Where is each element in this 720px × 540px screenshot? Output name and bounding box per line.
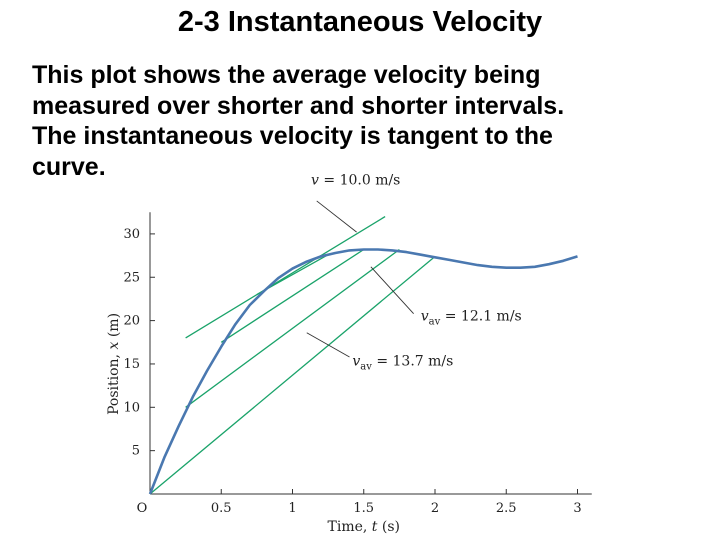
y-tick-label: 30: [123, 227, 140, 242]
annotation-value: = 10.0 m/s: [319, 172, 400, 188]
x-axis-title-unit: (s): [377, 519, 400, 535]
position-curve: [148, 248, 578, 495]
x-tick-label: 1: [288, 501, 296, 516]
x-tick-label: 0.5: [211, 501, 232, 516]
annotation-subscript: av: [429, 317, 441, 328]
annotation-label-1: v = 10.0 m/s: [311, 172, 400, 188]
annotation-var: v: [421, 309, 429, 325]
x-tick-label: 2.5: [496, 501, 517, 516]
annotation-subscript: av: [360, 362, 372, 373]
y-tick-label: 25: [123, 270, 140, 285]
annotation-value: = 12.1 m/s: [440, 309, 521, 325]
body-line-1: This plot shows the average velocity bei…: [32, 61, 541, 89]
annotation-pointer-3: [306, 332, 350, 358]
slide-body: This plot shows the average velocity bei…: [32, 60, 672, 182]
x-tick-label: 3: [573, 501, 581, 516]
tangent-line: [185, 216, 386, 339]
y-tick-label: 15: [123, 357, 140, 372]
x-tick-label: 1.5: [353, 501, 374, 516]
annotation-value: = 13.7 m/s: [372, 354, 453, 370]
y-axis-title-var: x: [106, 342, 122, 350]
body-line-2: measured over shorter and shorter interv…: [32, 91, 565, 120]
annotation-pointer-1: [316, 200, 357, 233]
y-tick-label: 10: [123, 400, 140, 415]
y-tick-label: 5: [132, 444, 140, 459]
y-axis-title: Position, x (m): [106, 313, 122, 415]
secant-line-1: [149, 255, 436, 495]
annotation-label-2: vav = 12.1 m/s: [421, 309, 522, 328]
body-line-3: The instantaneous velocity is tangent to…: [32, 122, 553, 150]
secant-line-2: [185, 248, 400, 408]
x-axis-title-prefix: Time,: [328, 519, 372, 535]
y-axis-title-prefix: Position,: [106, 350, 122, 415]
secant-line-3: [220, 248, 365, 343]
body-line-4: curve.: [32, 152, 106, 181]
annotation-label-3: vav = 13.7 m/s: [352, 354, 453, 373]
annotation-var: v: [311, 172, 319, 188]
y-tick-label: 20: [123, 314, 140, 329]
x-axis-title: Time, t (s): [328, 519, 400, 535]
annotation-var: v: [352, 354, 360, 370]
annotation-pointer-2: [370, 266, 414, 314]
x-axis-title-var: t: [372, 519, 378, 535]
x-tick-label: 2: [431, 501, 439, 516]
slide-title: 2-3 Instantaneous Velocity: [177, 6, 543, 38]
origin-label: O: [137, 501, 148, 516]
y-axis-title-unit: (m): [106, 313, 122, 342]
